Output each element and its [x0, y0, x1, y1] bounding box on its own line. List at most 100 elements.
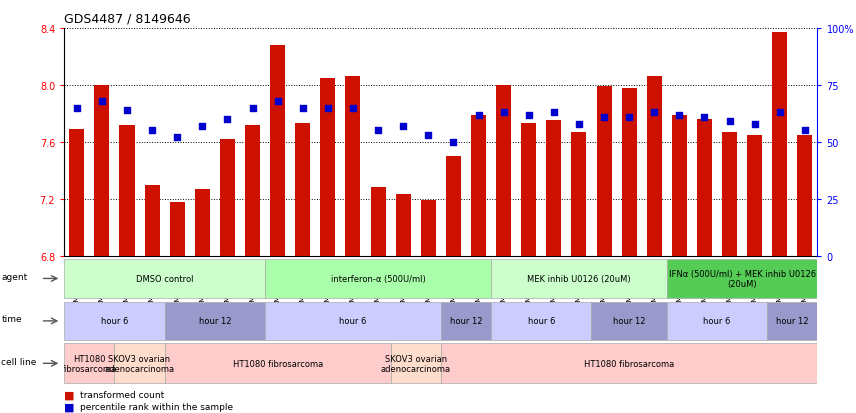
Text: agent: agent	[1, 272, 27, 281]
Text: interferon-α (500U/ml): interferon-α (500U/ml)	[330, 274, 425, 283]
Bar	[346, 77, 360, 256]
Point	[597, 114, 611, 121]
Point	[396, 123, 410, 130]
Bar	[270, 46, 285, 256]
Point	[221, 116, 235, 123]
Point	[496, 109, 510, 116]
Point	[346, 105, 360, 112]
Text: MEK inhib U0126 (20uM): MEK inhib U0126 (20uM)	[527, 274, 631, 283]
Bar	[265, 302, 441, 340]
Text: hour 12: hour 12	[449, 317, 482, 325]
Point	[372, 128, 385, 134]
Bar	[395, 195, 411, 256]
Point	[70, 105, 84, 112]
Point	[146, 128, 159, 134]
Bar	[195, 189, 210, 256]
Bar	[441, 302, 491, 340]
Bar	[164, 344, 390, 383]
Point	[472, 112, 485, 119]
Text: IFNα (500U/ml) + MEK inhib U0126
(20uM): IFNα (500U/ml) + MEK inhib U0126 (20uM)	[669, 269, 816, 288]
Text: cell line: cell line	[1, 357, 37, 366]
Text: hour 12: hour 12	[199, 317, 231, 325]
Bar	[697, 120, 712, 256]
Text: hour 12: hour 12	[613, 317, 645, 325]
Point	[698, 114, 711, 121]
Bar	[647, 77, 662, 256]
Text: hour 6: hour 6	[704, 317, 731, 325]
Text: percentile rank within the sample: percentile rank within the sample	[80, 402, 233, 411]
Point	[447, 139, 461, 146]
Bar	[722, 133, 737, 256]
Point	[673, 112, 687, 119]
Bar	[597, 87, 611, 256]
Bar	[471, 116, 486, 256]
Text: ■: ■	[64, 389, 74, 399]
Bar	[390, 344, 441, 383]
Bar	[772, 33, 788, 256]
Text: hour 6: hour 6	[101, 317, 128, 325]
Text: hour 6: hour 6	[527, 317, 555, 325]
Point	[547, 109, 561, 116]
Text: ■: ■	[64, 402, 74, 412]
Bar	[295, 124, 310, 256]
Point	[195, 123, 209, 130]
Point	[421, 132, 435, 139]
Bar	[64, 259, 265, 299]
Bar	[521, 124, 536, 256]
Bar	[441, 344, 817, 383]
Bar	[94, 85, 110, 256]
Bar	[115, 344, 164, 383]
Bar	[572, 133, 586, 256]
Point	[748, 121, 762, 128]
Bar	[145, 185, 159, 256]
Point	[296, 105, 310, 112]
Text: HT1080 fibrosarcoma: HT1080 fibrosarcoma	[233, 359, 323, 368]
Bar	[798, 135, 812, 256]
Point	[798, 128, 811, 134]
Bar	[169, 202, 185, 256]
Text: SKOV3 ovarian
adenocarcinoma: SKOV3 ovarian adenocarcinoma	[381, 354, 451, 373]
Point	[572, 121, 586, 128]
Point	[270, 98, 284, 105]
Bar	[371, 188, 385, 256]
Bar	[767, 302, 817, 340]
Point	[120, 107, 134, 114]
Bar	[265, 259, 491, 299]
Point	[722, 119, 736, 125]
Bar	[672, 116, 687, 256]
Text: time: time	[1, 315, 22, 324]
Point	[522, 112, 536, 119]
Bar	[164, 302, 265, 340]
Bar	[491, 259, 667, 299]
Bar	[64, 344, 115, 383]
Bar	[220, 140, 235, 256]
Point	[95, 98, 109, 105]
Point	[647, 109, 661, 116]
Point	[773, 109, 787, 116]
Bar	[491, 302, 591, 340]
Text: HT1080
fibrosarcoma: HT1080 fibrosarcoma	[62, 354, 117, 373]
Bar	[667, 302, 767, 340]
Text: DMSO control: DMSO control	[136, 274, 193, 283]
Text: transformed count: transformed count	[80, 390, 163, 399]
Text: SKOV3 ovarian
adenocarcinoma: SKOV3 ovarian adenocarcinoma	[104, 354, 175, 373]
Text: GDS4487 / 8149646: GDS4487 / 8149646	[64, 12, 191, 25]
Point	[246, 105, 259, 112]
Bar	[591, 302, 667, 340]
Bar	[446, 157, 461, 256]
Point	[321, 105, 335, 112]
Bar	[64, 302, 164, 340]
Bar	[747, 135, 762, 256]
Bar	[421, 201, 436, 256]
Text: hour 6: hour 6	[339, 317, 366, 325]
Bar	[546, 121, 562, 256]
Bar	[621, 88, 637, 256]
Bar	[69, 130, 84, 256]
Bar	[667, 259, 817, 299]
Bar	[245, 126, 260, 256]
Bar	[120, 126, 134, 256]
Point	[622, 114, 636, 121]
Bar	[320, 78, 336, 256]
Text: hour 12: hour 12	[776, 317, 809, 325]
Bar	[496, 85, 511, 256]
